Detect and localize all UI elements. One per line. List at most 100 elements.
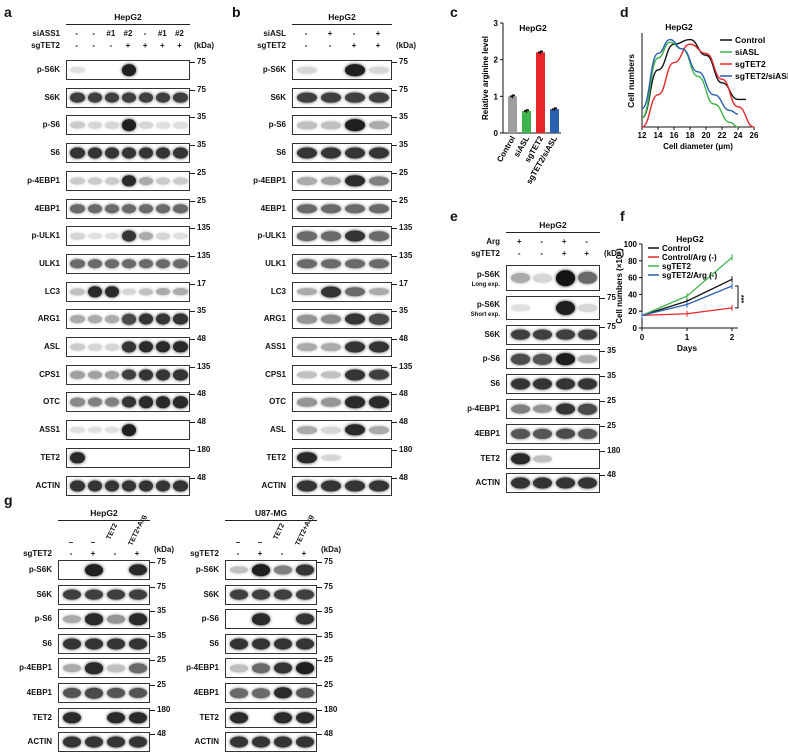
panel-a-row-label: p-S6K <box>36 65 60 74</box>
panel-d-legend-label: sgTET2/siASL <box>735 71 788 81</box>
panel-a-row-label: TET2 <box>40 452 60 462</box>
panel-d-legend-label: Control <box>735 35 765 45</box>
panel-e-blot-strip <box>506 374 600 395</box>
panel-g-blot-2-mw-tick <box>317 709 322 711</box>
panel-a-band <box>104 285 120 298</box>
panel-g-blot-1-band <box>84 736 104 748</box>
panel-b-row-label: p-S6 <box>268 120 286 130</box>
panel-d-x-tick-label: 26 <box>750 131 759 140</box>
panel-e-blot-strip <box>506 473 600 494</box>
panel-g-blot-1-band <box>62 589 82 600</box>
panel-b-row-label: TET2 <box>266 452 286 462</box>
panel-g-blot-2-band <box>229 736 249 748</box>
panel-b-row-label: p-ULK1 <box>257 231 286 241</box>
panel-a-band <box>70 370 85 379</box>
panel-g-blot-2-band <box>229 688 249 698</box>
panel-a-blot-strip <box>66 475 190 496</box>
panel-d-title: HepG2 <box>665 22 693 32</box>
panel-e-band <box>533 428 553 439</box>
panel-a-lane-marker: + <box>159 41 165 50</box>
panel-a-band <box>121 369 137 381</box>
panel-a-band <box>173 203 188 214</box>
panel-a-blot-strip <box>66 447 190 468</box>
panel-e-mw-label: 35 <box>607 371 616 381</box>
panel-b-band <box>344 369 366 381</box>
panel-a-mw-tick <box>190 145 195 147</box>
panel-g-blot-1-band <box>106 664 126 672</box>
panel-g-blot-2-row-label: 4EBP1 <box>193 688 219 697</box>
panel-a-band <box>121 64 137 76</box>
panel-g-blot-1-lane-marker: + <box>90 549 96 558</box>
panel-a-mw-tick <box>190 89 195 91</box>
panel-a-mw-label: 48 <box>197 389 206 399</box>
panel-g-blot-2-dash: – <box>235 538 241 547</box>
panel-b-mw-tick <box>392 422 397 424</box>
panel-e-row-label: p-4EBP1 <box>467 404 500 413</box>
panel-a-band <box>121 314 137 325</box>
panel-b-row-label: LC3 <box>270 286 286 296</box>
panel-g-blot-1-dash: – <box>68 538 74 547</box>
panel-a-band <box>173 259 188 269</box>
panel-a-mw-tick <box>190 339 195 340</box>
panel-g-blot-1-blot-strip <box>58 732 150 753</box>
panel-a-band <box>156 396 171 409</box>
panel-b-band <box>296 287 318 296</box>
panel-b-band <box>320 286 342 298</box>
panel-a-mw-label: 17 <box>197 278 206 288</box>
panel-b-band <box>320 147 342 159</box>
panel-a-band <box>87 479 102 492</box>
panel-c-y-tick-label: 0 <box>494 129 499 138</box>
panel-a-blot-strip <box>66 60 190 80</box>
panel-a-band <box>104 343 120 351</box>
panel-g-blot-2-mw-tick <box>317 635 322 637</box>
panel-e-band <box>510 304 530 312</box>
panel-g-blot-2-band <box>251 589 271 600</box>
panel-b-blot-strip <box>292 226 392 247</box>
panel-f-legend-label: sgTET2 <box>662 262 691 271</box>
panel-b-band <box>296 176 318 185</box>
panel-a-band <box>104 259 120 269</box>
panel-e-lane-marker: - <box>540 237 544 246</box>
panel-a-band <box>173 122 188 129</box>
panel-g-blot-1-band <box>128 613 148 625</box>
panel-letter-f: f <box>620 208 625 224</box>
panel-a-lane-marker: - <box>92 29 96 38</box>
panel-b-row-label: ULK1 <box>265 258 286 268</box>
panel-e-row-label: 4EBP1 <box>474 428 500 438</box>
panel-b-band <box>320 398 342 407</box>
panel-b-lane-marker: + <box>375 41 381 50</box>
panel-b-band <box>368 369 390 381</box>
panel-b-band <box>296 203 318 214</box>
panel-c-data-point <box>526 109 530 112</box>
panel-b-mw-label: 180 <box>399 444 413 454</box>
panel-a-band <box>156 259 171 269</box>
panel-a-band <box>156 313 171 325</box>
panel-e-lane-marker: - <box>540 249 544 258</box>
panel-letter-c: c <box>450 4 458 20</box>
panel-a-lane-marker: #1 <box>106 29 116 38</box>
panel-a-band <box>87 147 102 159</box>
panel-g-blot-1-band <box>128 736 148 748</box>
panel-b-row-label: ASL <box>270 425 286 435</box>
panel-e-blot-strip <box>506 265 600 291</box>
panel-a-mw-tick <box>190 172 195 174</box>
panel-e-mw-tick <box>600 326 605 328</box>
panel-a-band <box>87 397 102 407</box>
panel-b-blot-strip <box>292 115 392 136</box>
panel-c-data-point <box>537 51 541 54</box>
panel-g-blot-1-band <box>84 638 104 650</box>
panel-b-mw-tick <box>392 339 397 340</box>
panel-e-band <box>533 354 553 365</box>
panel-a-mw-label: 75 <box>197 57 206 66</box>
panel-b-band <box>368 121 390 130</box>
panel-b-row-label: CPS1 <box>265 369 286 379</box>
panel-a-header-label: sgTET2 <box>31 41 60 50</box>
panel-b-band <box>368 287 390 296</box>
panel-b-mw-label: 75 <box>399 57 408 66</box>
panel-b-band <box>320 176 342 185</box>
panel-e-mw-label: 180 <box>607 445 621 455</box>
panel-g-blot-1-band <box>106 614 126 624</box>
panel-e-band <box>555 403 575 415</box>
panel-c-data-point <box>554 107 558 110</box>
panel-b-band <box>296 66 318 74</box>
